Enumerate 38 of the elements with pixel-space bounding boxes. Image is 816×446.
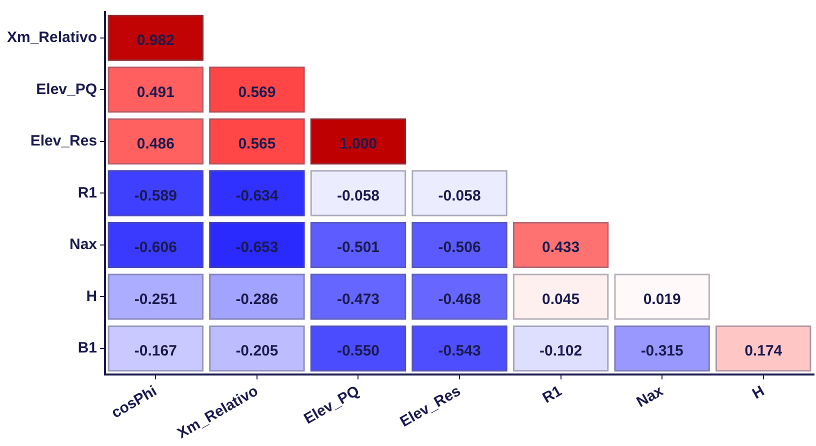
data-label: -0.589 bbox=[134, 187, 177, 204]
y-tick-label: R1 bbox=[78, 184, 98, 202]
data-label: -0.653 bbox=[236, 239, 278, 256]
data-label: -0.167 bbox=[134, 342, 177, 360]
data-label: 0.982 bbox=[136, 32, 174, 50]
data-label: -0.251 bbox=[134, 290, 177, 308]
data-label: -0.606 bbox=[134, 239, 177, 256]
data-label: 0.045 bbox=[542, 290, 580, 308]
y-tick-label: Nax bbox=[70, 236, 98, 254]
x-tick-label: Nax bbox=[634, 382, 667, 412]
data-label: -0.468 bbox=[438, 290, 481, 308]
y-tick-label: Xm_Relativo bbox=[6, 29, 98, 46]
data-label: -0.315 bbox=[640, 342, 684, 360]
data-label: 0.433 bbox=[542, 239, 580, 256]
data-label: -0.550 bbox=[336, 342, 380, 360]
y-tick-label: B1 bbox=[78, 340, 98, 357]
data-label: 0.486 bbox=[136, 136, 174, 153]
x-tick-label: R1 bbox=[540, 382, 565, 407]
data-label: -0.501 bbox=[336, 239, 380, 256]
data-label: 0.569 bbox=[238, 84, 276, 101]
data-label: -0.634 bbox=[236, 187, 279, 204]
data-label: -0.205 bbox=[236, 342, 278, 360]
y-tick-label: Elev_Res bbox=[30, 132, 98, 150]
data-label: 0.565 bbox=[238, 136, 276, 153]
data-label: -0.286 bbox=[236, 290, 278, 308]
y-tick-label: Elev_PQ bbox=[36, 80, 98, 98]
data-label: 0.019 bbox=[643, 290, 681, 308]
data-label: -0.058 bbox=[438, 187, 481, 204]
data-label: -0.506 bbox=[438, 239, 481, 256]
y-tick-label: H bbox=[86, 288, 98, 305]
data-label: 1.000 bbox=[339, 136, 378, 153]
x-tick-label: H bbox=[750, 382, 768, 403]
data-label: -0.473 bbox=[336, 290, 380, 308]
data-label: -0.543 bbox=[438, 342, 481, 360]
data-label: -0.102 bbox=[540, 342, 582, 360]
data-label: 0.491 bbox=[136, 84, 174, 101]
data-label: -0.058 bbox=[336, 187, 380, 204]
data-label: 0.174 bbox=[744, 342, 783, 360]
